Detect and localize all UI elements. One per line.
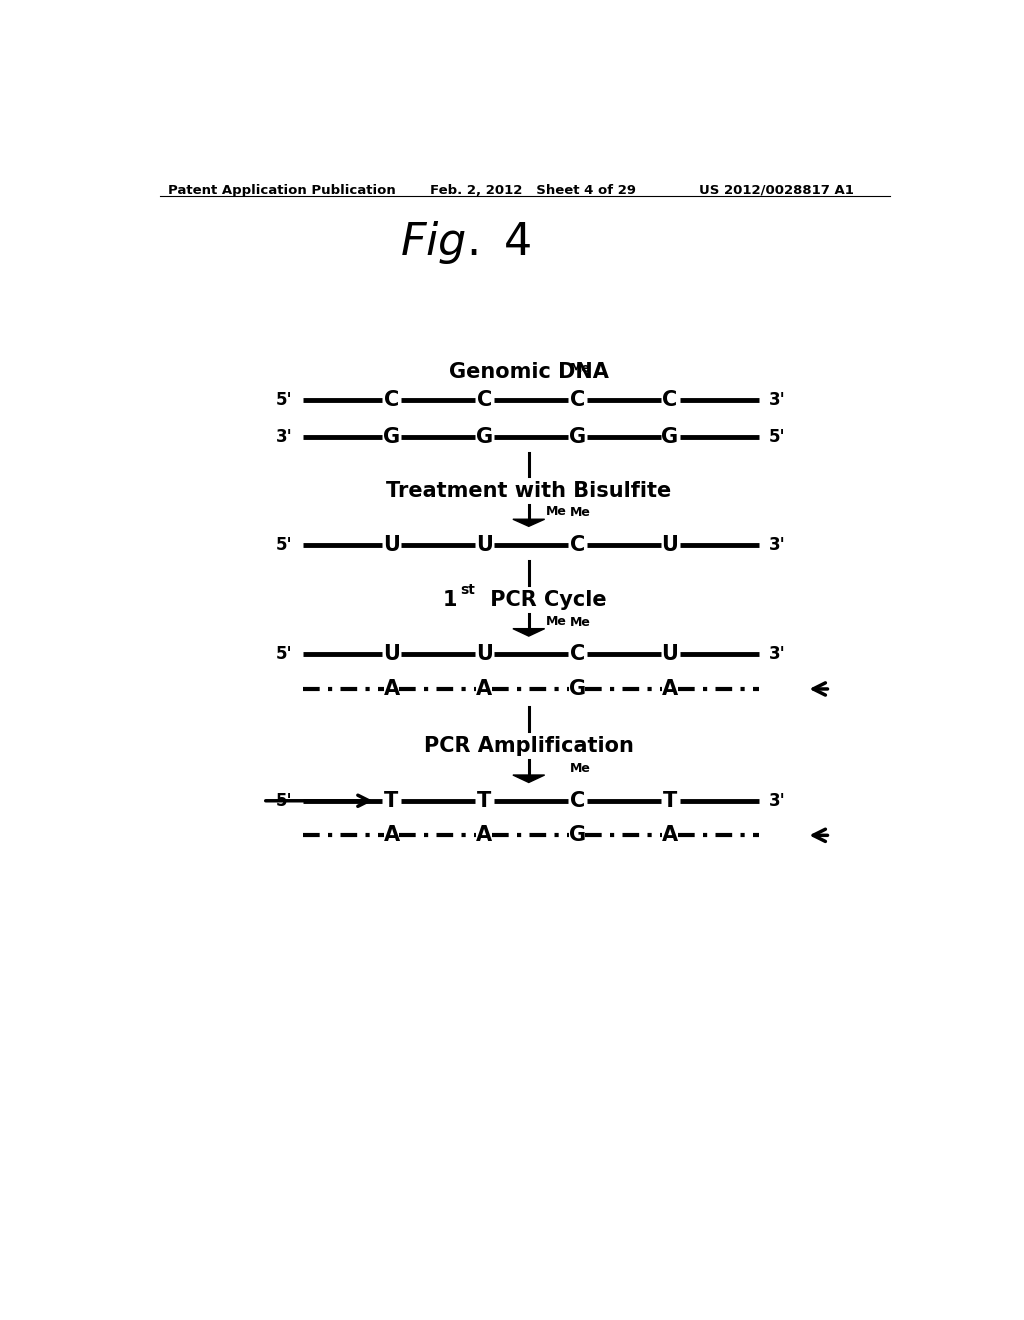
Text: A: A bbox=[662, 678, 678, 700]
Text: Me: Me bbox=[546, 615, 567, 628]
Text: A: A bbox=[662, 825, 678, 845]
Text: Feb. 2, 2012   Sheet 4 of 29: Feb. 2, 2012 Sheet 4 of 29 bbox=[430, 183, 636, 197]
Text: A: A bbox=[476, 678, 493, 700]
Text: 5': 5' bbox=[275, 792, 292, 809]
Text: $\it{Fig.\ 4}$: $\it{Fig.\ 4}$ bbox=[399, 219, 530, 267]
Text: Me: Me bbox=[570, 507, 591, 519]
Text: 1: 1 bbox=[442, 590, 458, 610]
Text: PCR Cycle: PCR Cycle bbox=[482, 590, 606, 610]
Text: T: T bbox=[477, 791, 492, 810]
Text: A: A bbox=[476, 825, 493, 845]
Text: U: U bbox=[662, 644, 679, 664]
Text: G: G bbox=[476, 426, 493, 447]
Text: G: G bbox=[383, 426, 400, 447]
Text: Me: Me bbox=[570, 763, 591, 775]
Text: Me: Me bbox=[546, 506, 567, 519]
Text: 3': 3' bbox=[769, 792, 786, 809]
Text: U: U bbox=[383, 535, 400, 554]
Text: A: A bbox=[383, 825, 399, 845]
Text: G: G bbox=[568, 426, 586, 447]
Text: 3': 3' bbox=[769, 645, 786, 664]
Text: 5': 5' bbox=[769, 428, 785, 446]
Text: G: G bbox=[568, 825, 586, 845]
Text: U: U bbox=[476, 644, 493, 664]
Text: Me: Me bbox=[570, 616, 591, 630]
Polygon shape bbox=[513, 628, 545, 636]
Text: 5': 5' bbox=[275, 645, 292, 664]
Text: st: st bbox=[461, 583, 475, 598]
Text: 5': 5' bbox=[275, 536, 292, 553]
Text: US 2012/0028817 A1: US 2012/0028817 A1 bbox=[699, 183, 854, 197]
Text: Genomic DNA: Genomic DNA bbox=[449, 362, 608, 381]
Text: U: U bbox=[476, 535, 493, 554]
Text: T: T bbox=[384, 791, 398, 810]
Text: C: C bbox=[663, 391, 678, 411]
Text: PCR Amplification: PCR Amplification bbox=[424, 735, 634, 756]
Text: A: A bbox=[383, 678, 399, 700]
Text: 3': 3' bbox=[275, 428, 292, 446]
Text: C: C bbox=[569, 644, 585, 664]
Text: C: C bbox=[477, 391, 492, 411]
Text: T: T bbox=[663, 791, 677, 810]
Text: U: U bbox=[662, 535, 679, 554]
Text: 5': 5' bbox=[275, 391, 292, 409]
Text: U: U bbox=[383, 644, 400, 664]
Text: C: C bbox=[569, 535, 585, 554]
Polygon shape bbox=[513, 519, 545, 527]
Text: G: G bbox=[662, 426, 679, 447]
Text: G: G bbox=[568, 678, 586, 700]
Text: Patent Application Publication: Patent Application Publication bbox=[168, 183, 395, 197]
Text: Treatment with Bisulfite: Treatment with Bisulfite bbox=[386, 480, 672, 500]
Text: 3': 3' bbox=[769, 391, 786, 409]
Text: Me: Me bbox=[570, 362, 591, 375]
Text: C: C bbox=[569, 791, 585, 810]
Text: 3': 3' bbox=[769, 536, 786, 553]
Text: C: C bbox=[569, 391, 585, 411]
Polygon shape bbox=[513, 775, 545, 783]
Text: C: C bbox=[384, 391, 399, 411]
